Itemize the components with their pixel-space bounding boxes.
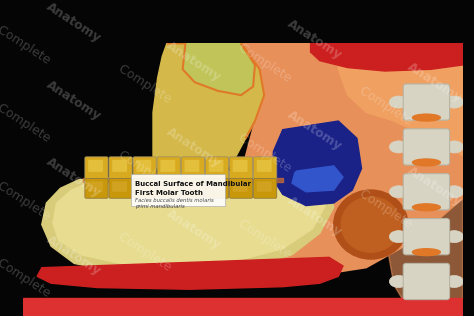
Ellipse shape [445,141,464,153]
Text: Complete: Complete [237,131,297,177]
Text: Complete: Complete [0,23,56,69]
Text: Complete: Complete [357,187,418,233]
FancyBboxPatch shape [137,181,151,192]
FancyBboxPatch shape [85,157,108,180]
Text: Complete: Complete [0,256,56,302]
FancyBboxPatch shape [160,160,175,172]
Text: Anatomy: Anatomy [284,194,344,239]
Text: Anatomy: Anatomy [405,61,465,106]
FancyBboxPatch shape [88,160,103,172]
FancyBboxPatch shape [157,157,180,180]
Ellipse shape [445,186,464,198]
Polygon shape [37,257,343,289]
Text: Anatomy: Anatomy [405,164,465,209]
Text: Complete: Complete [0,179,56,225]
FancyBboxPatch shape [254,157,277,180]
FancyBboxPatch shape [184,181,200,192]
FancyBboxPatch shape [209,160,223,172]
Polygon shape [272,121,362,206]
FancyBboxPatch shape [403,129,449,165]
Text: Complete: Complete [116,149,177,194]
FancyBboxPatch shape [233,181,247,192]
Text: Anatomy: Anatomy [44,0,103,45]
Text: Complete: Complete [357,84,418,130]
Text: Complete: Complete [237,41,297,87]
FancyBboxPatch shape [205,179,228,198]
FancyBboxPatch shape [403,84,449,120]
Polygon shape [292,166,343,192]
FancyBboxPatch shape [133,157,156,180]
Text: primi mandibularis: primi mandibularis [135,204,184,209]
Polygon shape [53,173,325,266]
Text: Facies buccalis dentis molaris: Facies buccalis dentis molaris [135,198,213,204]
Text: Anatomy: Anatomy [284,108,344,153]
Ellipse shape [389,96,408,108]
FancyBboxPatch shape [181,157,204,180]
FancyBboxPatch shape [160,181,175,192]
Text: Anatomy: Anatomy [44,155,103,200]
Circle shape [334,190,408,259]
FancyBboxPatch shape [85,179,108,198]
FancyBboxPatch shape [229,157,253,180]
Text: Anatomy: Anatomy [284,17,344,62]
Bar [83,178,283,182]
Polygon shape [380,43,463,316]
Text: Anatomy: Anatomy [164,39,224,84]
FancyBboxPatch shape [229,179,253,198]
FancyBboxPatch shape [403,219,449,255]
FancyBboxPatch shape [184,160,200,172]
Ellipse shape [389,231,408,243]
FancyBboxPatch shape [112,181,127,192]
Text: Complete: Complete [237,217,297,263]
FancyBboxPatch shape [112,160,127,172]
FancyBboxPatch shape [137,160,151,172]
Ellipse shape [412,159,440,166]
Ellipse shape [412,249,440,256]
Ellipse shape [445,276,464,288]
Text: Complete: Complete [116,230,177,276]
FancyBboxPatch shape [403,174,449,210]
FancyBboxPatch shape [254,179,277,198]
Text: Anatomy: Anatomy [44,78,103,123]
Polygon shape [182,43,255,95]
Ellipse shape [412,204,440,211]
FancyBboxPatch shape [109,157,132,180]
FancyBboxPatch shape [257,181,272,192]
Ellipse shape [445,96,464,108]
FancyBboxPatch shape [257,160,272,172]
FancyBboxPatch shape [157,179,180,198]
Text: Anatomy: Anatomy [164,125,224,170]
FancyBboxPatch shape [109,179,132,198]
Polygon shape [310,43,463,71]
FancyBboxPatch shape [88,181,103,192]
Ellipse shape [445,231,464,243]
Text: Anatomy: Anatomy [164,207,224,252]
FancyBboxPatch shape [131,174,225,206]
Text: Anatomy: Anatomy [44,233,103,278]
FancyBboxPatch shape [181,179,204,198]
Text: Complete: Complete [0,101,56,147]
FancyBboxPatch shape [233,160,247,172]
Ellipse shape [412,114,440,121]
Polygon shape [153,43,264,180]
Bar [23,298,463,316]
Ellipse shape [389,276,408,288]
FancyBboxPatch shape [209,181,223,192]
Text: First Molar Tooth: First Molar Tooth [135,190,202,196]
Text: Complete: Complete [116,62,177,108]
Polygon shape [237,43,463,276]
FancyBboxPatch shape [133,179,156,198]
Circle shape [341,197,401,252]
Polygon shape [42,168,334,275]
Ellipse shape [389,186,408,198]
FancyBboxPatch shape [205,157,228,180]
FancyBboxPatch shape [403,263,449,300]
Ellipse shape [389,141,408,153]
Polygon shape [338,43,463,155]
Text: Buccal Surface of Mandibular: Buccal Surface of Mandibular [135,181,251,187]
